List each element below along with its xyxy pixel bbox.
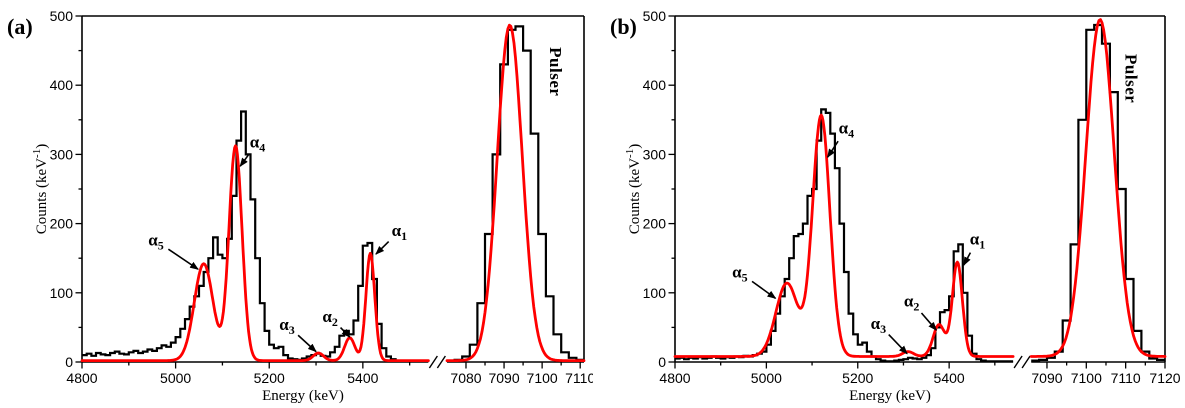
y-tick-label: 100 — [50, 285, 74, 301]
y-tick-label: 100 — [643, 285, 667, 301]
pulser-label: Pulser — [1122, 54, 1141, 103]
annotation-arrow — [167, 248, 199, 270]
alpha-peak-label: α3 — [279, 315, 295, 337]
annotation-arrow — [920, 312, 937, 331]
pulser-label: Pulser — [546, 47, 565, 96]
axis-frame — [81, 15, 585, 363]
histogram-series — [82, 25, 584, 362]
x-tick-label: 5400 — [934, 370, 965, 386]
alpha-peak-label: α3 — [871, 314, 887, 336]
y-tick-label: 300 — [50, 146, 74, 162]
annotation-arrow — [826, 140, 839, 159]
y-tick-label: 0 — [65, 354, 73, 370]
y-tick-label: 0 — [658, 354, 666, 370]
y-tick-label: 400 — [50, 77, 74, 93]
y-tick-label: 500 — [50, 8, 74, 24]
x-axis-title: Energy (keV) — [262, 388, 344, 404]
panel-letter: (b) — [610, 14, 637, 39]
x-tick-label: 7100 — [527, 370, 558, 386]
x-tick-label: 7100 — [1071, 370, 1102, 386]
x-tick-label: 5000 — [751, 370, 782, 386]
x-tick-label: 5200 — [254, 370, 285, 386]
fit-series — [80, 23, 586, 362]
x-tick-label: 4800 — [66, 370, 97, 386]
y-tick-label: 400 — [643, 77, 667, 93]
x-tick-label: 7110 — [565, 370, 593, 386]
x-tick-label: 7110 — [1111, 370, 1141, 386]
y-tick-label: 200 — [643, 216, 667, 232]
x-tick-label: 7080 — [450, 370, 481, 386]
annotation-arrow — [297, 334, 317, 353]
alpha-peak-label: α5 — [148, 231, 164, 253]
tick-labels: 4800 5000 5200 5400 7090 7100 7110 7120 0 100 200 3… — [643, 8, 1181, 386]
x-tick-label: 7090 — [1031, 370, 1062, 386]
alpha-peak-label: α2 — [322, 307, 338, 329]
x-tick-label: 5200 — [842, 370, 873, 386]
x-tick-label: 7120 — [1149, 370, 1180, 386]
annotation-arrow — [375, 240, 390, 255]
axis-break-marks — [1013, 355, 1031, 369]
axis-ticks — [668, 15, 1166, 369]
x-tick-label: 4800 — [659, 370, 690, 386]
annotation-arrow — [751, 280, 777, 299]
y-tick-label: 200 — [50, 216, 74, 232]
annotation-arrow — [339, 327, 351, 338]
x-tick-label: 7090 — [488, 370, 519, 386]
panel-letter: (a) — [7, 14, 33, 39]
x-tick-label: 5400 — [347, 370, 378, 386]
peak-annotations: α5 α4 α3 α2 α1 — [148, 132, 408, 353]
alpha-peak-label: α1 — [392, 221, 408, 243]
spectrum-chart-panel-a: 4800 5000 5200 5400 7080 7090 7100 7110 0 100 200 3… — [7, 8, 593, 404]
y-tick-label: 300 — [643, 146, 667, 162]
fit-series — [673, 18, 1167, 358]
annotation-arrow — [888, 334, 908, 355]
annotation-arrow — [963, 252, 972, 267]
y-axis-title: Counts (keV-1) — [31, 144, 50, 234]
axis-break-marks — [428, 355, 446, 369]
y-axis-title: Counts (keV-1) — [624, 144, 643, 234]
tick-labels: 4800 5000 5200 5400 7080 7090 7100 7110 0 100 200 3… — [50, 8, 593, 386]
x-axis-title: Energy (keV) — [849, 388, 931, 404]
alpha-peak-label: α4 — [250, 132, 266, 154]
y-tick-label: 500 — [643, 8, 667, 24]
x-tick-label: 5000 — [160, 370, 191, 386]
alpha-peak-label: α4 — [839, 119, 855, 141]
axis-ticks — [75, 15, 581, 369]
alpha-peak-label: α5 — [732, 263, 748, 285]
alpha-peak-label: α1 — [970, 229, 986, 251]
alpha-peak-label: α2 — [904, 292, 920, 314]
spectrum-chart-panel-b: 4800 5000 5200 5400 7090 7100 7110 7120 0 100 200 3… — [610, 8, 1181, 404]
annotation-arrow — [239, 154, 250, 167]
peak-annotations: α5 α4 α3 α2 α1 — [732, 119, 986, 355]
